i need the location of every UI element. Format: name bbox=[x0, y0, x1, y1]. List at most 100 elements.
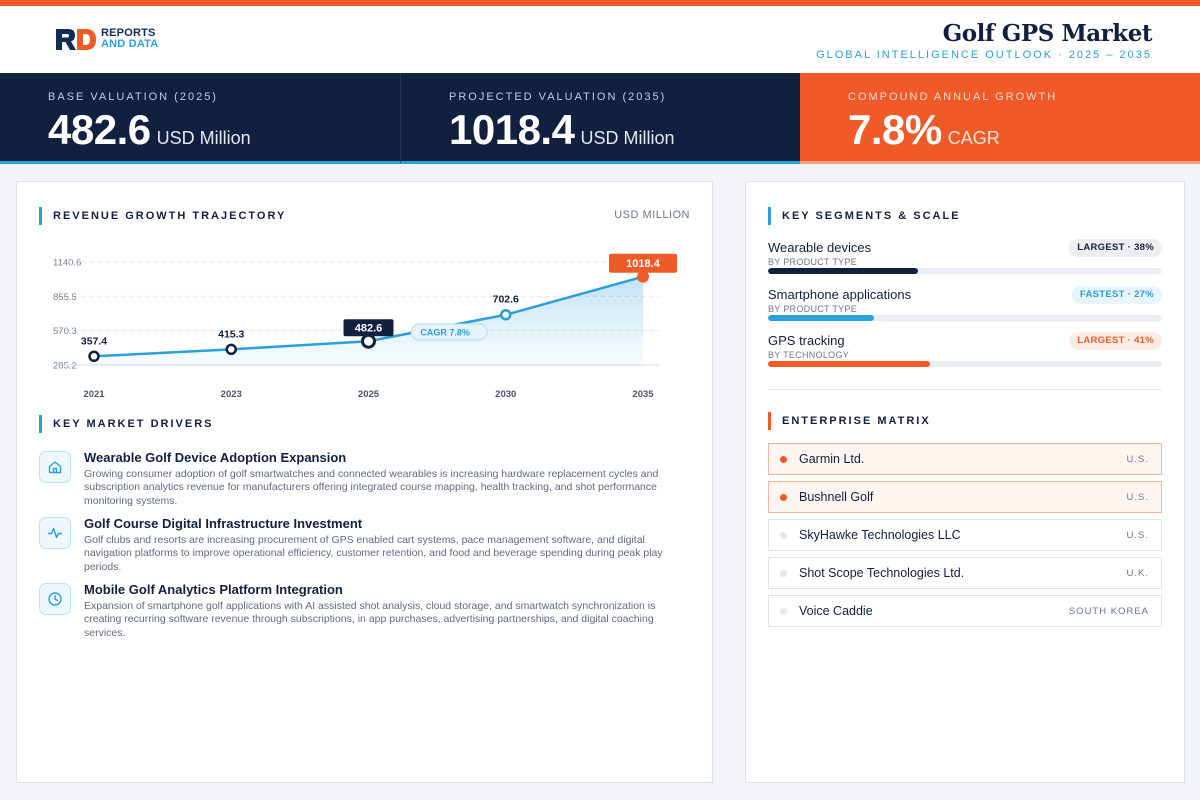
enterprise-row[interactable]: Shot Scope Technologies Ltd. U.K. bbox=[768, 557, 1162, 589]
y-tick-label: 285.2 bbox=[53, 361, 77, 372]
status-dot bbox=[780, 608, 787, 615]
enterprise-section-title: ENTERPRISE MATRIX bbox=[768, 412, 931, 430]
kpi-unit: CAGR bbox=[947, 128, 1000, 148]
page-title: Golf GPS Market bbox=[942, 20, 1153, 47]
kpi-projected-valuation: PROJECTED VALUATION (2035) 1018.4 USD Mil… bbox=[400, 73, 800, 164]
status-dot bbox=[780, 494, 787, 501]
segment-name: Wearable devices bbox=[768, 240, 872, 255]
logo-line-1: REPORTS bbox=[101, 27, 156, 39]
enterprise-country: U.S. bbox=[1126, 530, 1149, 541]
segment-name: Smartphone applications bbox=[768, 287, 912, 302]
y-tick-label: 570.3 bbox=[53, 326, 77, 337]
data-point bbox=[637, 270, 649, 283]
enterprise-country: U.S. bbox=[1126, 454, 1149, 465]
enterprise-name: Voice Caddie bbox=[799, 604, 873, 618]
enterprise-name: Bushnell Golf bbox=[799, 490, 874, 504]
enterprise-country: U.S. bbox=[1126, 492, 1149, 503]
drivers-section-title: KEY MARKET DRIVERS bbox=[39, 415, 213, 433]
activity-icon bbox=[39, 517, 71, 549]
segment-bar-fill bbox=[768, 315, 875, 321]
segment-bar-track bbox=[768, 268, 1162, 274]
right-panel: KEY SEGMENTS & SCALE Wearable devices BY… bbox=[745, 181, 1185, 783]
logo-text: REPORTS AND DATA bbox=[101, 28, 158, 50]
data-label: 357.4 bbox=[81, 335, 107, 347]
left-panel: REVENUE GROWTH TRAJECTORY USD MILLION 11… bbox=[16, 181, 713, 783]
top-accent-bar bbox=[0, 0, 1200, 6]
x-tick-label: 2021 bbox=[83, 389, 105, 400]
segment-item: GPS tracking BY TECHNOLOGY LARGEST · 41% bbox=[768, 332, 1162, 377]
y-tick-label: 855.5 bbox=[53, 292, 77, 303]
chart-unit-label: USD MILLION bbox=[614, 209, 690, 221]
enterprise-country: SOUTH KOREA bbox=[1068, 606, 1149, 617]
data-point bbox=[88, 350, 100, 363]
area-fill bbox=[94, 276, 643, 365]
enterprise-name: SkyHawke Technologies LLC bbox=[799, 528, 961, 542]
segment-category: BY PRODUCT TYPE bbox=[768, 257, 858, 267]
driver-description: Expansion of smartphone golf application… bbox=[84, 600, 656, 639]
kpi-label: PROJECTED VALUATION (2035) bbox=[449, 91, 667, 103]
x-tick-label: 2035 bbox=[632, 389, 654, 400]
cagr-annotation-pill bbox=[410, 323, 488, 341]
driver-title: Golf Course Digital Infrastructure Inves… bbox=[84, 516, 363, 531]
kpi-value: 1018.4 bbox=[449, 106, 575, 153]
kpi-base-valuation: BASE VALUATION (2025) 482.6 USD Million bbox=[0, 73, 400, 164]
status-dot bbox=[780, 570, 787, 577]
driver-description: Golf clubs and resorts are increasing pr… bbox=[84, 534, 663, 573]
segment-bar-fill bbox=[768, 268, 918, 274]
segments-section-title: KEY SEGMENTS & SCALE bbox=[768, 207, 961, 225]
data-label: 415.3 bbox=[218, 328, 244, 340]
data-label-box bbox=[343, 319, 394, 337]
segment-item: Smartphone applications BY PRODUCT TYPE … bbox=[768, 286, 1162, 331]
kpi-label: BASE VALUATION (2025) bbox=[48, 91, 218, 103]
header: REPORTS AND DATA Golf GPS Market GLOBAL … bbox=[0, 6, 1200, 73]
enterprise-row[interactable]: Bushnell Golf U.S. bbox=[768, 481, 1162, 513]
x-tick-label: 2023 bbox=[221, 389, 242, 400]
segment-badge: FASTEST · 27% bbox=[1071, 286, 1162, 304]
page-subtitle: GLOBAL INTELLIGENCE OUTLOOK · 2025 – 203… bbox=[816, 49, 1152, 61]
data-label: 1018.4 bbox=[626, 258, 661, 270]
data-label: 482.6 bbox=[355, 323, 383, 335]
segment-category: BY TECHNOLOGY bbox=[768, 350, 850, 360]
status-dot bbox=[780, 456, 787, 463]
clock-icon bbox=[39, 583, 71, 615]
kpi-unit: USD Million bbox=[156, 128, 251, 148]
segment-badge: LARGEST · 38% bbox=[1069, 239, 1162, 257]
data-point bbox=[500, 308, 512, 321]
data-point bbox=[361, 333, 376, 349]
segment-bar-fill bbox=[768, 361, 930, 367]
revenue-chart: 1140.6 855.5 570.3 285.2 CAGR 7.8% 357.4 2021 4… bbox=[53, 253, 677, 400]
cagr-annotation: CAGR 7.8% bbox=[420, 327, 470, 337]
home-icon bbox=[39, 451, 71, 483]
logo-mark-icon bbox=[56, 29, 96, 50]
enterprise-row[interactable]: Garmin Ltd. U.S. bbox=[768, 443, 1162, 475]
segment-name: GPS tracking bbox=[768, 333, 845, 348]
kpi-value-row: 1018.4 USD Million bbox=[449, 106, 675, 154]
data-label: 702.6 bbox=[493, 294, 519, 306]
kpi-label: COMPOUND ANNUAL GROWTH bbox=[848, 91, 1058, 103]
kpi-cagr: COMPOUND ANNUAL GROWTH 7.8% CAGR bbox=[800, 73, 1200, 164]
enterprise-name: Garmin Ltd. bbox=[799, 452, 865, 466]
segment-item: Wearable devices BY PRODUCT TYPE LARGEST… bbox=[768, 239, 1162, 284]
chart-section-title: REVENUE GROWTH TRAJECTORY bbox=[39, 207, 286, 225]
driver-description: Growing consumer adoption of golf smartw… bbox=[84, 468, 659, 507]
y-tick-label: 1140.6 bbox=[53, 258, 81, 269]
kpi-value-row: 482.6 USD Million bbox=[48, 106, 251, 154]
kpi-value: 482.6 bbox=[48, 106, 151, 153]
segment-bar-track bbox=[768, 361, 1162, 367]
kpi-value: 7.8% bbox=[848, 106, 942, 153]
section-divider bbox=[768, 389, 1162, 390]
enterprise-row[interactable]: Voice Caddie SOUTH KOREA bbox=[768, 595, 1162, 627]
logo-line-2: AND DATA bbox=[101, 38, 159, 50]
x-tick-label: 2025 bbox=[358, 389, 380, 400]
segment-category: BY PRODUCT TYPE bbox=[768, 304, 858, 314]
driver-title: Mobile Golf Analytics Platform Integrati… bbox=[84, 582, 343, 597]
enterprise-row[interactable]: SkyHawke Technologies LLC U.S. bbox=[768, 519, 1162, 551]
driver-title: Wearable Golf Device Adoption Expansion bbox=[84, 450, 347, 465]
status-dot bbox=[780, 532, 787, 539]
data-point bbox=[225, 343, 237, 356]
enterprise-name: Shot Scope Technologies Ltd. bbox=[799, 566, 965, 580]
kpi-value-row: 7.8% CAGR bbox=[848, 106, 1000, 154]
enterprise-country: U.K. bbox=[1126, 568, 1149, 579]
x-tick-label: 2030 bbox=[495, 389, 516, 400]
segment-bar-track bbox=[768, 315, 1162, 321]
